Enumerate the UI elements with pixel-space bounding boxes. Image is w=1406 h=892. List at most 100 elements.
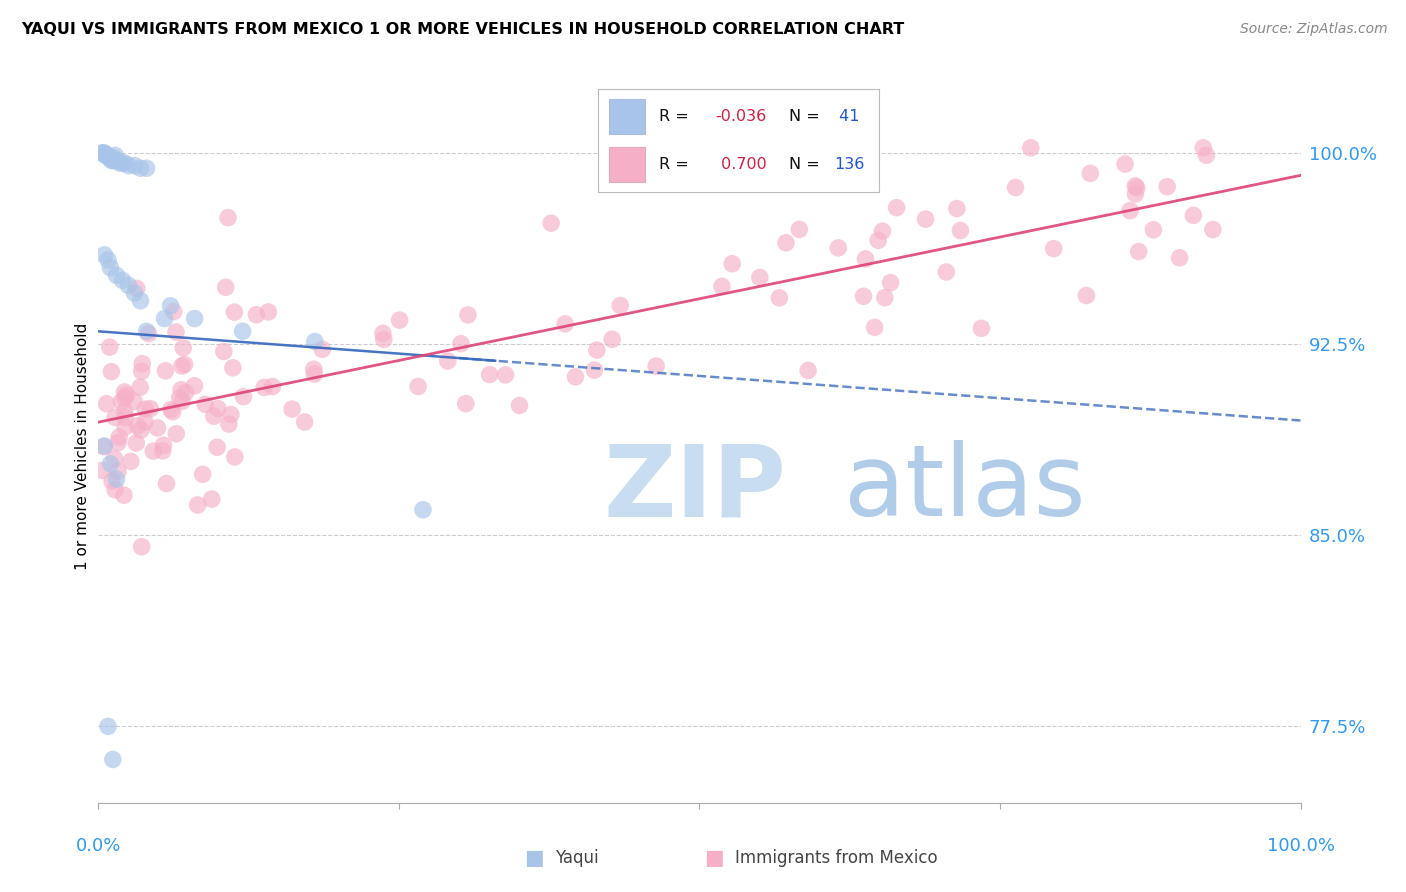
FancyBboxPatch shape [609,146,645,181]
Point [224,450,246,464]
Point [104,451,127,466]
Point [873,291,896,305]
FancyBboxPatch shape [609,99,645,135]
Point [373,333,395,347]
Point [281,402,304,417]
Point [863,320,886,334]
Point [868,233,890,247]
Point [232,324,254,338]
Text: R =: R = [659,157,689,171]
Point [139,401,162,416]
Point [100,457,122,471]
Point [217,211,239,225]
Point [215,280,238,294]
Point [202,409,225,424]
Point [872,224,894,238]
Point [93,440,115,454]
Point [100,260,122,275]
Point [253,380,276,394]
Point [304,334,326,349]
Point [495,368,517,382]
Point [914,212,936,227]
Point [91,145,114,160]
Point [129,293,152,308]
Point [125,436,148,450]
Point [105,268,128,283]
Text: 100.0%: 100.0% [1267,837,1334,855]
Point [93,145,115,160]
Point [124,286,146,301]
Point [91,145,114,160]
Point [97,719,120,733]
Point [93,248,115,262]
Point [970,321,993,335]
Point [98,151,121,165]
Point [159,299,181,313]
Point [1019,141,1042,155]
Y-axis label: 1 or more Vehicles in Household: 1 or more Vehicles in Household [75,322,90,570]
Point [129,423,152,437]
Point [1182,208,1205,222]
Text: ZIP: ZIP [603,441,786,537]
Point [103,151,125,165]
Point [294,415,316,429]
Point [454,397,477,411]
Point [114,404,136,418]
Point [152,443,174,458]
Point [775,235,797,250]
Point [101,752,124,766]
Point [93,439,115,453]
Text: N =: N = [789,110,820,124]
Point [100,153,122,168]
Point [100,151,122,165]
Point [131,364,153,378]
Point [120,454,142,468]
Point [1042,242,1064,256]
Point [135,324,157,338]
Point [886,201,908,215]
Point [721,257,744,271]
Point [879,276,901,290]
Point [117,159,139,173]
Point [131,357,153,371]
Point [170,383,193,397]
Text: Yaqui: Yaqui [555,849,599,867]
Point [218,417,240,431]
Point [125,281,148,295]
Point [135,161,157,176]
Point [1168,251,1191,265]
Text: 0.0%: 0.0% [76,837,121,855]
Text: YAQUI VS IMMIGRANTS FROM MEXICO 1 OR MORE VEHICLES IN HOUSEHOLD CORRELATION CHAR: YAQUI VS IMMIGRANTS FROM MEXICO 1 OR MOR… [21,22,904,37]
Point [257,305,280,319]
Point [201,492,224,507]
Point [162,304,184,318]
Point [194,397,217,411]
Point [97,252,120,267]
Point [111,156,134,170]
Point [174,385,197,400]
Point [152,438,174,452]
Text: 41: 41 [834,110,859,124]
Point [97,148,120,162]
Point [219,408,242,422]
Text: R =: R = [659,110,689,124]
Point [457,308,479,322]
Point [146,421,169,435]
Point [245,308,267,322]
Point [852,289,875,303]
Point [155,476,177,491]
Point [946,202,969,216]
Point [129,380,152,394]
Point [124,159,146,173]
Point [645,359,668,373]
Point [105,153,128,168]
Point [165,325,187,339]
Point [207,401,229,416]
Point [789,222,811,236]
Point [583,363,606,377]
Point [1142,223,1164,237]
Point [304,367,326,381]
Point [98,340,121,354]
Point [101,474,124,488]
Point [212,344,235,359]
